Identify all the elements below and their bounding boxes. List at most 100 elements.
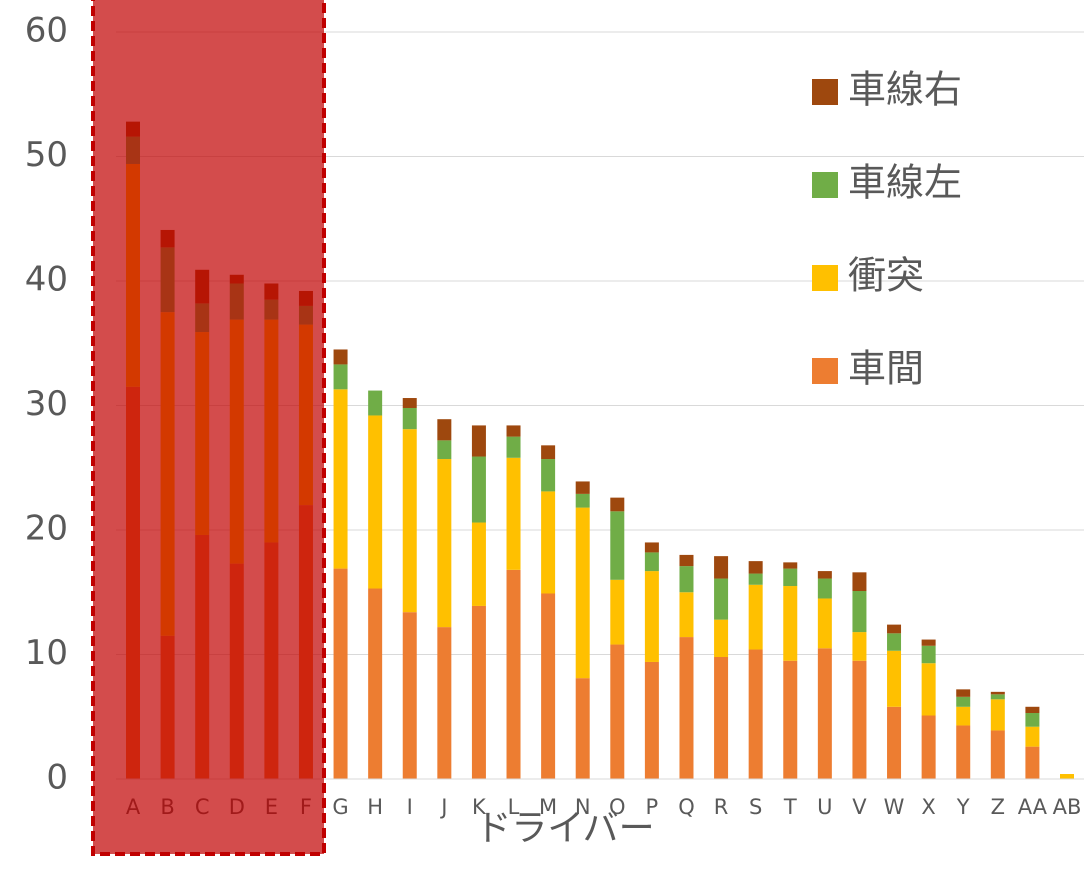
- bar-segment: [471, 456, 486, 523]
- bar-segment: [575, 678, 590, 779]
- x-tick-label: T: [783, 795, 797, 819]
- x-tick-label: K: [472, 795, 487, 819]
- x-tick-label: P: [646, 795, 659, 819]
- x-tick-label: L: [508, 795, 520, 819]
- x-tick-label: H: [367, 795, 383, 819]
- bar-segment: [402, 429, 417, 613]
- legend-swatch: [812, 358, 838, 384]
- x-tick-label: AA: [1018, 795, 1048, 819]
- bar-segment: [817, 578, 832, 599]
- bar-segment: [541, 459, 556, 492]
- bar-segment: [1025, 726, 1040, 747]
- x-tick-label: N: [575, 795, 591, 819]
- bar-segment: [921, 639, 936, 646]
- bar-segment: [644, 552, 659, 572]
- bar-segment: [541, 491, 556, 594]
- y-tick-label: 30: [25, 384, 68, 424]
- bar-segment: [817, 571, 832, 579]
- bar-segment: [575, 507, 590, 679]
- bar-segment: [506, 569, 521, 779]
- bar-segment: [887, 624, 902, 634]
- x-tick-label: V: [852, 795, 867, 819]
- bar-segment: [610, 511, 625, 580]
- bar-segment: [679, 592, 694, 638]
- x-tick-label: X: [921, 795, 935, 819]
- bar-segment: [333, 568, 348, 779]
- legend-swatch: [812, 265, 838, 291]
- bar-segment: [437, 459, 452, 628]
- bar-segment: [610, 497, 625, 512]
- bar-segment: [887, 633, 902, 651]
- bar-segment: [990, 730, 1005, 779]
- bar-segment: [783, 568, 798, 587]
- bar-segment: [402, 407, 417, 430]
- bar-segment: [610, 644, 625, 779]
- bar-segment: [1025, 713, 1040, 727]
- bar-segment: [402, 612, 417, 779]
- bar-segment: [541, 593, 556, 779]
- bar-segment: [783, 586, 798, 661]
- bar-segment: [783, 660, 798, 779]
- bar-segment: [471, 605, 486, 779]
- bar-segment: [368, 415, 383, 589]
- bar-segment: [817, 598, 832, 649]
- x-tick-label: I: [407, 795, 413, 819]
- x-tick-label: W: [884, 795, 905, 819]
- bar-segment: [990, 699, 1005, 731]
- bar-segment: [506, 425, 521, 437]
- bar-segment: [610, 579, 625, 645]
- bar-segment: [679, 566, 694, 593]
- bar-segment: [575, 493, 590, 508]
- bar-segment: [748, 561, 763, 574]
- x-tick-label: Q: [678, 795, 695, 819]
- x-tick-label: M: [539, 795, 557, 819]
- bar-segment: [714, 578, 729, 620]
- y-tick-label: 20: [25, 509, 68, 549]
- bar-segment: [368, 390, 383, 416]
- bar-segment: [333, 389, 348, 569]
- bar-segment: [575, 481, 590, 494]
- bar-segment: [402, 398, 417, 408]
- bar-segment: [887, 706, 902, 779]
- bar-segment: [852, 591, 867, 633]
- y-tick-label: 50: [25, 135, 68, 175]
- bar-segment: [748, 584, 763, 650]
- x-tick-label: J: [439, 795, 447, 819]
- bar-segment: [333, 349, 348, 365]
- x-tick-label: AB: [1053, 795, 1082, 819]
- bar-segment: [471, 425, 486, 457]
- highlight-box: [91, 0, 326, 856]
- legend-label: 車間: [848, 347, 924, 391]
- bar-segment: [644, 542, 659, 553]
- bar-segment: [990, 694, 1005, 700]
- legend-label: 衝突: [848, 254, 924, 298]
- bar-segment: [333, 364, 348, 390]
- bar-segment: [852, 660, 867, 779]
- bar-segment: [956, 689, 971, 697]
- bar-segment: [748, 573, 763, 585]
- bar-segment: [748, 649, 763, 779]
- y-tick-label: 0: [46, 758, 68, 798]
- x-axis-title: ドライバー: [475, 808, 654, 849]
- bar-segment: [990, 691, 1005, 695]
- x-tick-label: Y: [956, 795, 970, 819]
- bar-segment: [541, 445, 556, 460]
- x-tick-label: O: [609, 795, 626, 819]
- bar-segment: [921, 663, 936, 716]
- bar-segment: [471, 522, 486, 606]
- bar-segment: [644, 571, 659, 662]
- bar-segment: [921, 645, 936, 664]
- bar-segment: [783, 562, 798, 569]
- legend-swatch: [812, 79, 838, 105]
- bar-segment: [679, 637, 694, 779]
- bar-segment: [956, 725, 971, 779]
- bar-segment: [714, 619, 729, 657]
- bar-segment: [368, 588, 383, 779]
- bar-segment: [1025, 746, 1040, 779]
- y-tick-label: 40: [25, 260, 68, 300]
- legend-label: 車線右: [848, 68, 962, 112]
- y-tick-label: 10: [25, 633, 68, 673]
- bar-segment: [956, 696, 971, 707]
- x-tick-label: G: [332, 795, 348, 819]
